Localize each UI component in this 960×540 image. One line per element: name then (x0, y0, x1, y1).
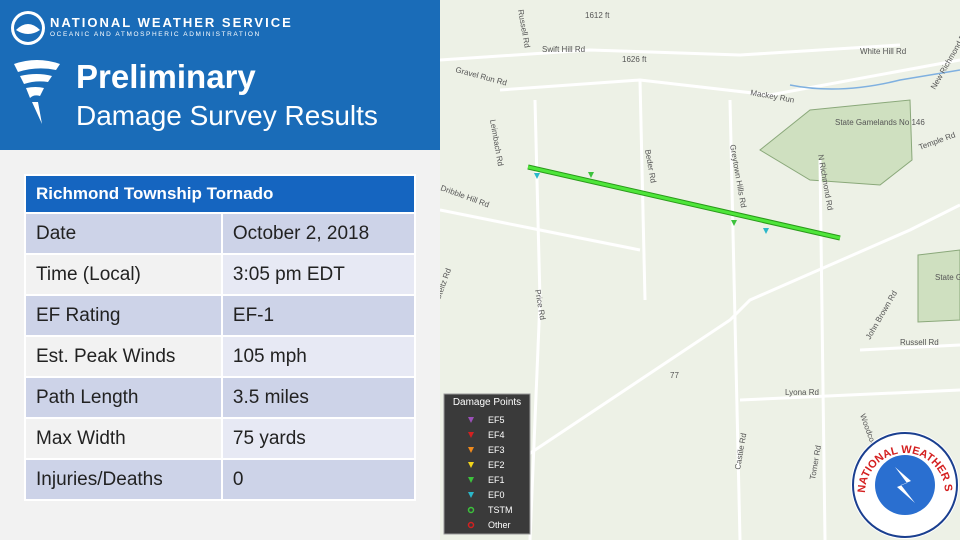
table-row: Est. Peak Winds 105 mph (24, 335, 417, 378)
subagency: OCEANIC AND ATMOSPHERIC ADMINISTRATION (50, 31, 261, 38)
table-row: Date October 2, 2018 (24, 212, 417, 255)
legend-label: EF2 (488, 460, 505, 470)
map-label: Russell Rd (900, 338, 939, 347)
legend-label: EF1 (488, 475, 505, 485)
row-value: 0 (220, 458, 417, 501)
table-row: Max Width 75 yards (24, 417, 417, 460)
table-row: Time (Local) 3:05 pm EDT (24, 253, 417, 296)
row-value: October 2, 2018 (220, 212, 417, 255)
legend-symbol (468, 477, 474, 483)
row-value: 3.5 miles (220, 376, 417, 419)
legend-label: EF3 (488, 445, 505, 455)
subtitle: Damage Survey Results (76, 100, 378, 131)
table-title: Richmond Township Tornado (24, 174, 416, 214)
legend-symbol (467, 506, 475, 514)
header: NATIONAL WEATHER SERVICE OCEANIC AND ATM… (0, 0, 440, 150)
row-value: EF-1 (220, 294, 417, 337)
legend-title: Damage Points (453, 397, 521, 408)
legend-label: Other (488, 520, 511, 530)
legend-symbol (468, 432, 474, 438)
legend-label: EF0 (488, 490, 505, 500)
map-label: State Gamelands No 206 (935, 273, 960, 282)
map-label: 77 (670, 371, 679, 380)
row-label: Date (24, 212, 223, 255)
map-label: 1612 ft (585, 11, 610, 20)
legend-label: EF5 (488, 415, 505, 425)
table-row: Path Length 3.5 miles (24, 376, 417, 419)
row-label: Est. Peak Winds (24, 335, 223, 378)
legend-symbol (467, 521, 475, 529)
row-label: Injuries/Deaths (24, 458, 223, 501)
title: Preliminary (76, 58, 256, 95)
row-label: Max Width (24, 417, 223, 460)
row-label: Time (Local) (24, 253, 223, 296)
table-row: Injuries/Deaths 0 (24, 458, 417, 501)
legend-symbol (468, 462, 474, 468)
legend-symbol (468, 492, 474, 498)
legend-label: EF4 (488, 430, 505, 440)
row-label: Path Length (24, 376, 223, 419)
row-value: 3:05 pm EDT (220, 253, 417, 296)
noaa-logo (11, 11, 45, 45)
row-value: 75 yards (220, 417, 417, 460)
map-label: White Hill Rd (860, 47, 906, 56)
agency: NATIONAL WEATHER SERVICE (50, 15, 293, 30)
map-label: 1626 ft (622, 55, 647, 64)
tornado-icon (14, 60, 60, 124)
map-label: State Gamelands No 146 (835, 118, 925, 127)
row-label: EF Rating (24, 294, 223, 337)
map-label: Lyona Rd (785, 388, 819, 397)
nws-seal: NATIONAL WEATHER SERVICE (851, 431, 959, 539)
legend-symbol (468, 447, 474, 453)
legend-symbol (468, 417, 474, 423)
summary-table: Richmond Township Tornado Date October 2,… (24, 174, 417, 501)
legend-label: TSTM (488, 505, 513, 515)
damage-points (534, 172, 769, 234)
map-label: Swift Hill Rd (542, 45, 585, 54)
map: Russell Rd 1612 ft Swift Hill Rd 1626 ft Whi… (440, 0, 960, 540)
table-row: EF Rating EF-1 (24, 294, 417, 337)
row-value: 105 mph (220, 335, 417, 378)
